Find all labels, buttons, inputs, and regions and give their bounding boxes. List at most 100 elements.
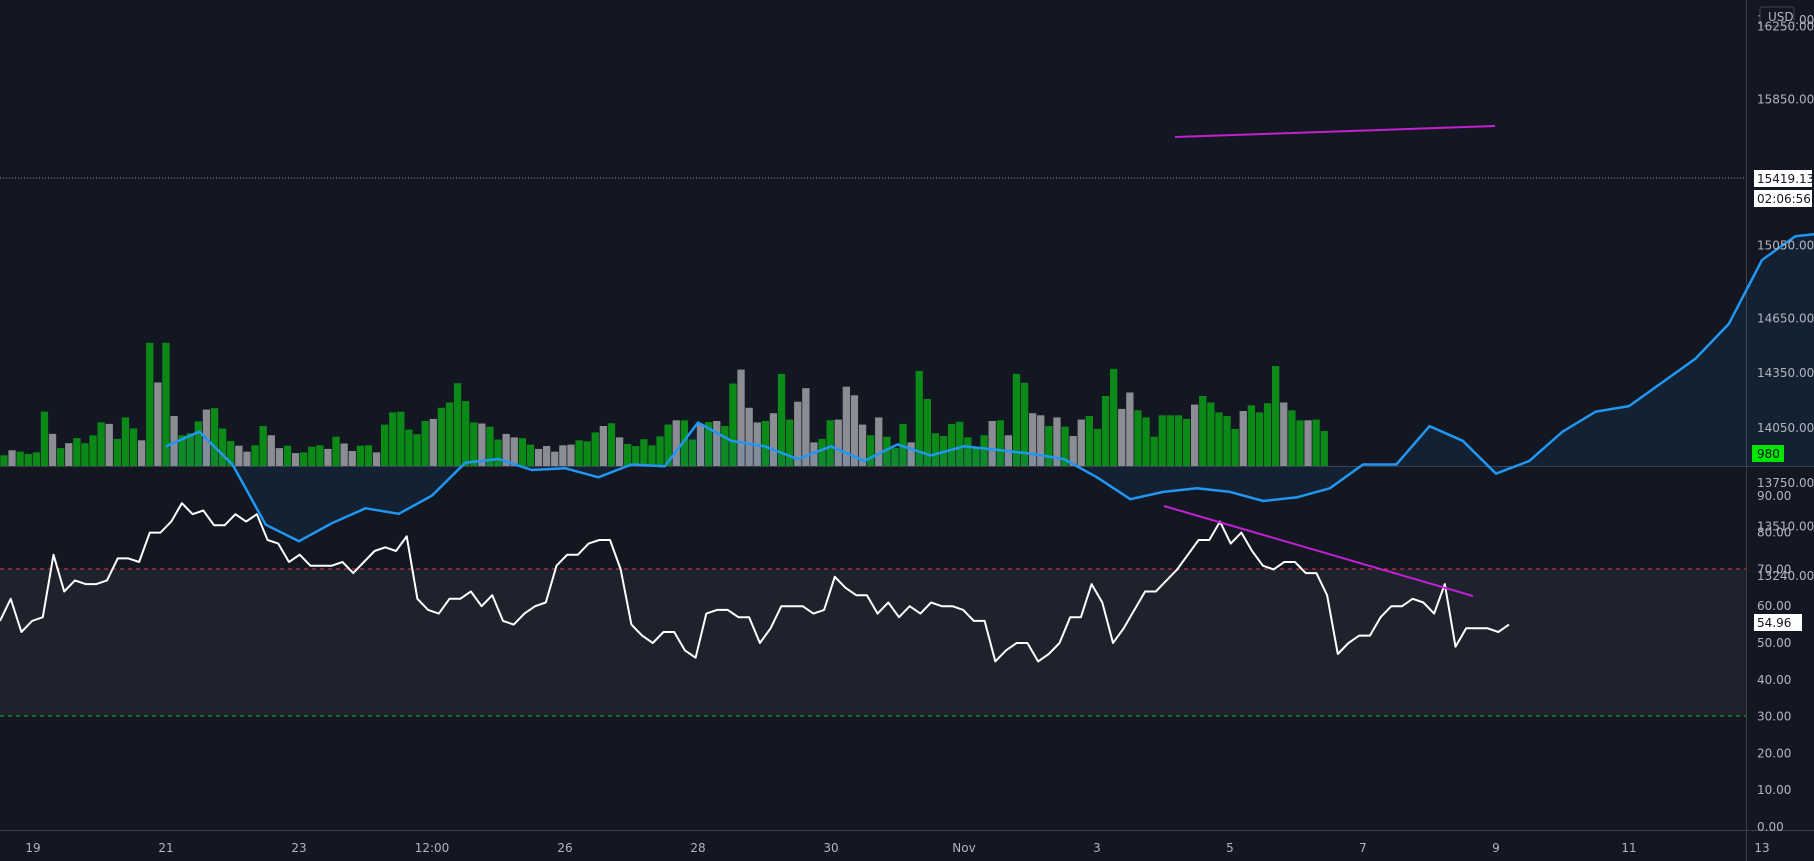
volume-bar (113, 438, 121, 466)
volume-bar (858, 424, 867, 466)
price-resistance-trendline[interactable] (1174, 125, 1496, 138)
volume-bar (891, 448, 899, 466)
last-price-tag-text: 15419.13 (1757, 172, 1814, 186)
volume-bar (1150, 436, 1158, 466)
currency-badge[interactable] (1759, 6, 1795, 27)
volume-bar (648, 445, 656, 466)
volume-bar (243, 451, 251, 466)
rsi-tick-label: 40.00 (1757, 673, 1791, 687)
volume-bar (57, 448, 65, 466)
volume-bar (656, 436, 664, 466)
volume-bar (1166, 415, 1174, 466)
volume-bar (1247, 405, 1255, 466)
volume-bar (162, 342, 170, 466)
price-axis[interactable]: 16650.00 USD (1757, 6, 1814, 27)
countdown-tag (1754, 190, 1812, 207)
volume-bar (632, 446, 640, 466)
volume-bar (850, 395, 859, 466)
volume-bar (356, 445, 364, 466)
volume-bar (332, 436, 340, 466)
volume-bar (502, 433, 510, 466)
rsi-band-background (0, 569, 1746, 716)
volume-bar (300, 452, 308, 466)
volume-bar (607, 423, 616, 466)
price-tick-label: 13510.00 (1757, 520, 1814, 534)
volume-bar (818, 438, 826, 466)
volume-bar (275, 448, 283, 466)
volume-bar (81, 443, 89, 466)
volume-bar (1239, 411, 1247, 466)
price-tick-label: 14650.00 (1757, 311, 1814, 325)
volume-bar (348, 451, 356, 466)
volume-bar (624, 443, 632, 466)
rsi-tick-label: 70.00 (1757, 562, 1791, 576)
volume-bar (1118, 408, 1126, 466)
volume-bar (445, 402, 454, 466)
price-line[interactable] (165, 90, 1814, 543)
volume-bar (1020, 382, 1029, 466)
volume-bar (972, 446, 980, 466)
volume-bar (381, 424, 389, 466)
time-tick-label: 9 (1492, 841, 1500, 855)
volume-bar (73, 438, 81, 466)
volume-bar (559, 445, 567, 466)
volume-bar (421, 421, 429, 466)
volume-bar (875, 417, 883, 466)
volume-bar (826, 420, 834, 466)
volume-bar (397, 411, 405, 466)
volume-bar (518, 438, 526, 466)
volume-bar (251, 445, 259, 466)
volume-bar (170, 416, 178, 466)
last-price-tag (1754, 170, 1812, 187)
price-area (166, 234, 1814, 542)
volume-bar (1182, 418, 1191, 466)
volume-bar (121, 417, 130, 466)
volume-bar (24, 453, 32, 466)
rsi-tick-label: 30.00 (1757, 710, 1791, 724)
volume-bar (745, 407, 753, 466)
volume-bar (40, 411, 49, 466)
volume-bar (129, 428, 138, 466)
rsi-series (0, 502, 1510, 663)
time-tick-label: 11 (1621, 841, 1636, 855)
volume-bar (915, 371, 923, 466)
time-tick-label: 12:00 (415, 841, 450, 855)
volume-bar (696, 423, 705, 466)
volume-bar (1142, 417, 1150, 466)
time-tick-label: 3 (1093, 841, 1101, 855)
volume-bar (340, 443, 348, 466)
volume-bar (834, 419, 842, 466)
volume-bar (721, 426, 729, 466)
volume-bar (1077, 419, 1085, 466)
volume-bar (16, 451, 24, 466)
volume-bar (227, 441, 235, 466)
rsi-divergence-trendline[interactable] (1163, 505, 1474, 597)
volume-bar (1191, 404, 1199, 466)
volume-bar (786, 419, 794, 466)
price-tick-label: 15050.00 (1757, 238, 1814, 252)
time-tick-label: 5 (1226, 841, 1234, 855)
volume-bar (1012, 373, 1021, 466)
time-tick-label: Nov (952, 841, 975, 855)
volume-bar (591, 432, 599, 466)
volume-bar (178, 435, 186, 466)
volume-bar (964, 437, 972, 466)
volume-bar (1029, 413, 1037, 466)
volume-bar (680, 420, 688, 466)
volume-bar (996, 420, 1004, 466)
volume-tag (1752, 445, 1784, 462)
rsi-line[interactable] (0, 502, 1510, 663)
volume-bar (437, 407, 445, 466)
time-axis[interactable]: 19 21 23 12:00 26 28 30 Nov 3 5 7 9 11 13 (25, 841, 1769, 855)
rsi-tick-label: 10.00 (1757, 783, 1791, 797)
volume-bar (1093, 428, 1102, 466)
volume-bar (1215, 412, 1223, 466)
volume-bar (8, 450, 16, 466)
volume-bar (1101, 396, 1110, 466)
price-tick-label: 13240.00 (1757, 569, 1814, 583)
volume-bar (583, 441, 591, 466)
volume-bar (948, 423, 956, 466)
volume-bar (1134, 410, 1142, 466)
